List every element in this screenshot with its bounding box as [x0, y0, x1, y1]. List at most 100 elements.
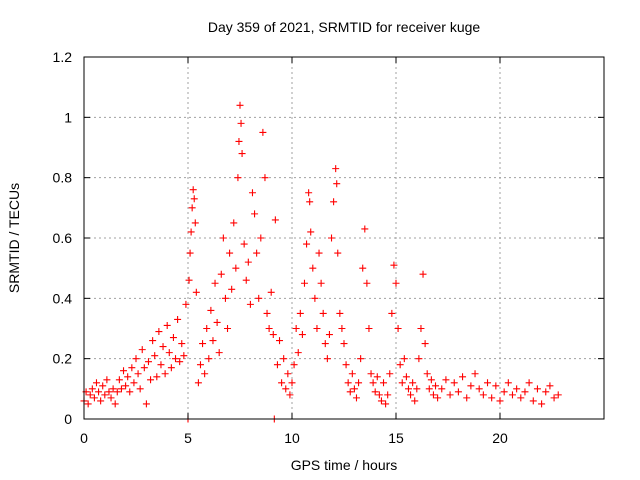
data-point	[288, 379, 296, 387]
data-point	[415, 355, 423, 363]
data-point	[234, 174, 242, 182]
data-point	[384, 391, 392, 399]
data-point	[402, 373, 410, 381]
data-point	[550, 394, 558, 402]
data-point	[192, 288, 200, 296]
data-point	[500, 388, 508, 396]
data-point	[390, 261, 398, 269]
data-point	[284, 370, 292, 378]
data-point	[167, 364, 175, 372]
data-point	[394, 325, 402, 332]
data-point	[190, 195, 198, 203]
data-point	[163, 321, 171, 329]
y-tick-label: 0.8	[53, 170, 73, 186]
data-point	[317, 279, 325, 287]
data-point	[330, 198, 338, 206]
y-tick-label: 1	[64, 109, 72, 125]
data-point	[155, 328, 163, 336]
data-point	[211, 279, 219, 287]
data-point	[429, 391, 437, 399]
data-point	[344, 379, 352, 387]
data-point	[189, 186, 197, 194]
data-point	[542, 388, 550, 396]
data-point	[306, 198, 314, 206]
x-tick-label: 15	[388, 430, 404, 446]
data-point	[113, 388, 121, 396]
x-tick-label: 0	[80, 430, 88, 446]
data-point	[248, 189, 256, 197]
data-point	[286, 391, 294, 399]
data-point	[271, 216, 279, 224]
data-point	[450, 379, 458, 387]
data-point	[153, 373, 161, 381]
data-point	[128, 364, 136, 372]
data-point	[413, 385, 421, 393]
data-point	[446, 391, 454, 399]
data-point	[151, 352, 159, 360]
data-point	[529, 397, 537, 405]
data-point	[325, 331, 333, 339]
data-point	[404, 385, 412, 393]
data-point	[300, 279, 308, 287]
data-point	[454, 388, 462, 396]
data-point	[332, 165, 340, 173]
data-point	[140, 364, 148, 372]
data-point	[117, 385, 125, 393]
data-point	[392, 279, 400, 287]
data-point	[434, 394, 442, 402]
data-point	[371, 388, 379, 396]
data-point	[209, 337, 217, 345]
data-point	[224, 325, 232, 332]
data-point	[319, 309, 327, 317]
data-point	[334, 249, 342, 257]
data-point	[313, 325, 321, 332]
data-point	[105, 388, 113, 396]
data-point	[425, 385, 433, 393]
data-point	[533, 385, 541, 393]
data-point	[180, 352, 188, 360]
data-point	[423, 370, 431, 378]
data-point	[396, 361, 404, 369]
data-point	[240, 240, 248, 248]
data-point	[246, 300, 254, 308]
data-point	[513, 385, 521, 393]
data-point	[261, 174, 269, 182]
data-point	[205, 355, 213, 363]
data-point	[521, 388, 529, 396]
y-axis-title: SRMTID / TECUs	[6, 183, 22, 293]
data-point	[386, 370, 394, 378]
data-point	[255, 294, 263, 302]
data-point	[282, 385, 290, 393]
data-point	[188, 204, 196, 212]
data-point	[367, 370, 375, 378]
data-point	[323, 355, 331, 363]
data-point	[504, 379, 512, 387]
data-point	[400, 355, 408, 363]
data-point	[296, 309, 304, 317]
data-point	[138, 346, 146, 354]
data-point	[311, 294, 319, 302]
data-point	[411, 397, 419, 405]
data-point	[253, 249, 261, 257]
x-tick-label: 10	[284, 430, 300, 446]
data-point	[342, 361, 350, 369]
data-point	[215, 349, 223, 357]
data-point	[115, 376, 123, 384]
data-point	[165, 349, 173, 357]
data-point	[305, 189, 313, 197]
chart-title: Day 359 of 2021, SRMTID for receiver kug…	[208, 19, 481, 35]
data-point	[369, 379, 377, 387]
data-point	[185, 276, 193, 284]
data-point	[471, 370, 479, 378]
data-point	[417, 325, 425, 332]
data-point	[373, 373, 381, 381]
data-point	[228, 285, 236, 293]
data-point	[328, 234, 336, 242]
data-point	[221, 294, 229, 302]
data-point	[92, 379, 100, 387]
data-point	[382, 400, 390, 408]
data-point	[217, 270, 225, 278]
data-point	[280, 355, 288, 363]
data-point	[546, 382, 554, 390]
data-point	[109, 385, 117, 393]
